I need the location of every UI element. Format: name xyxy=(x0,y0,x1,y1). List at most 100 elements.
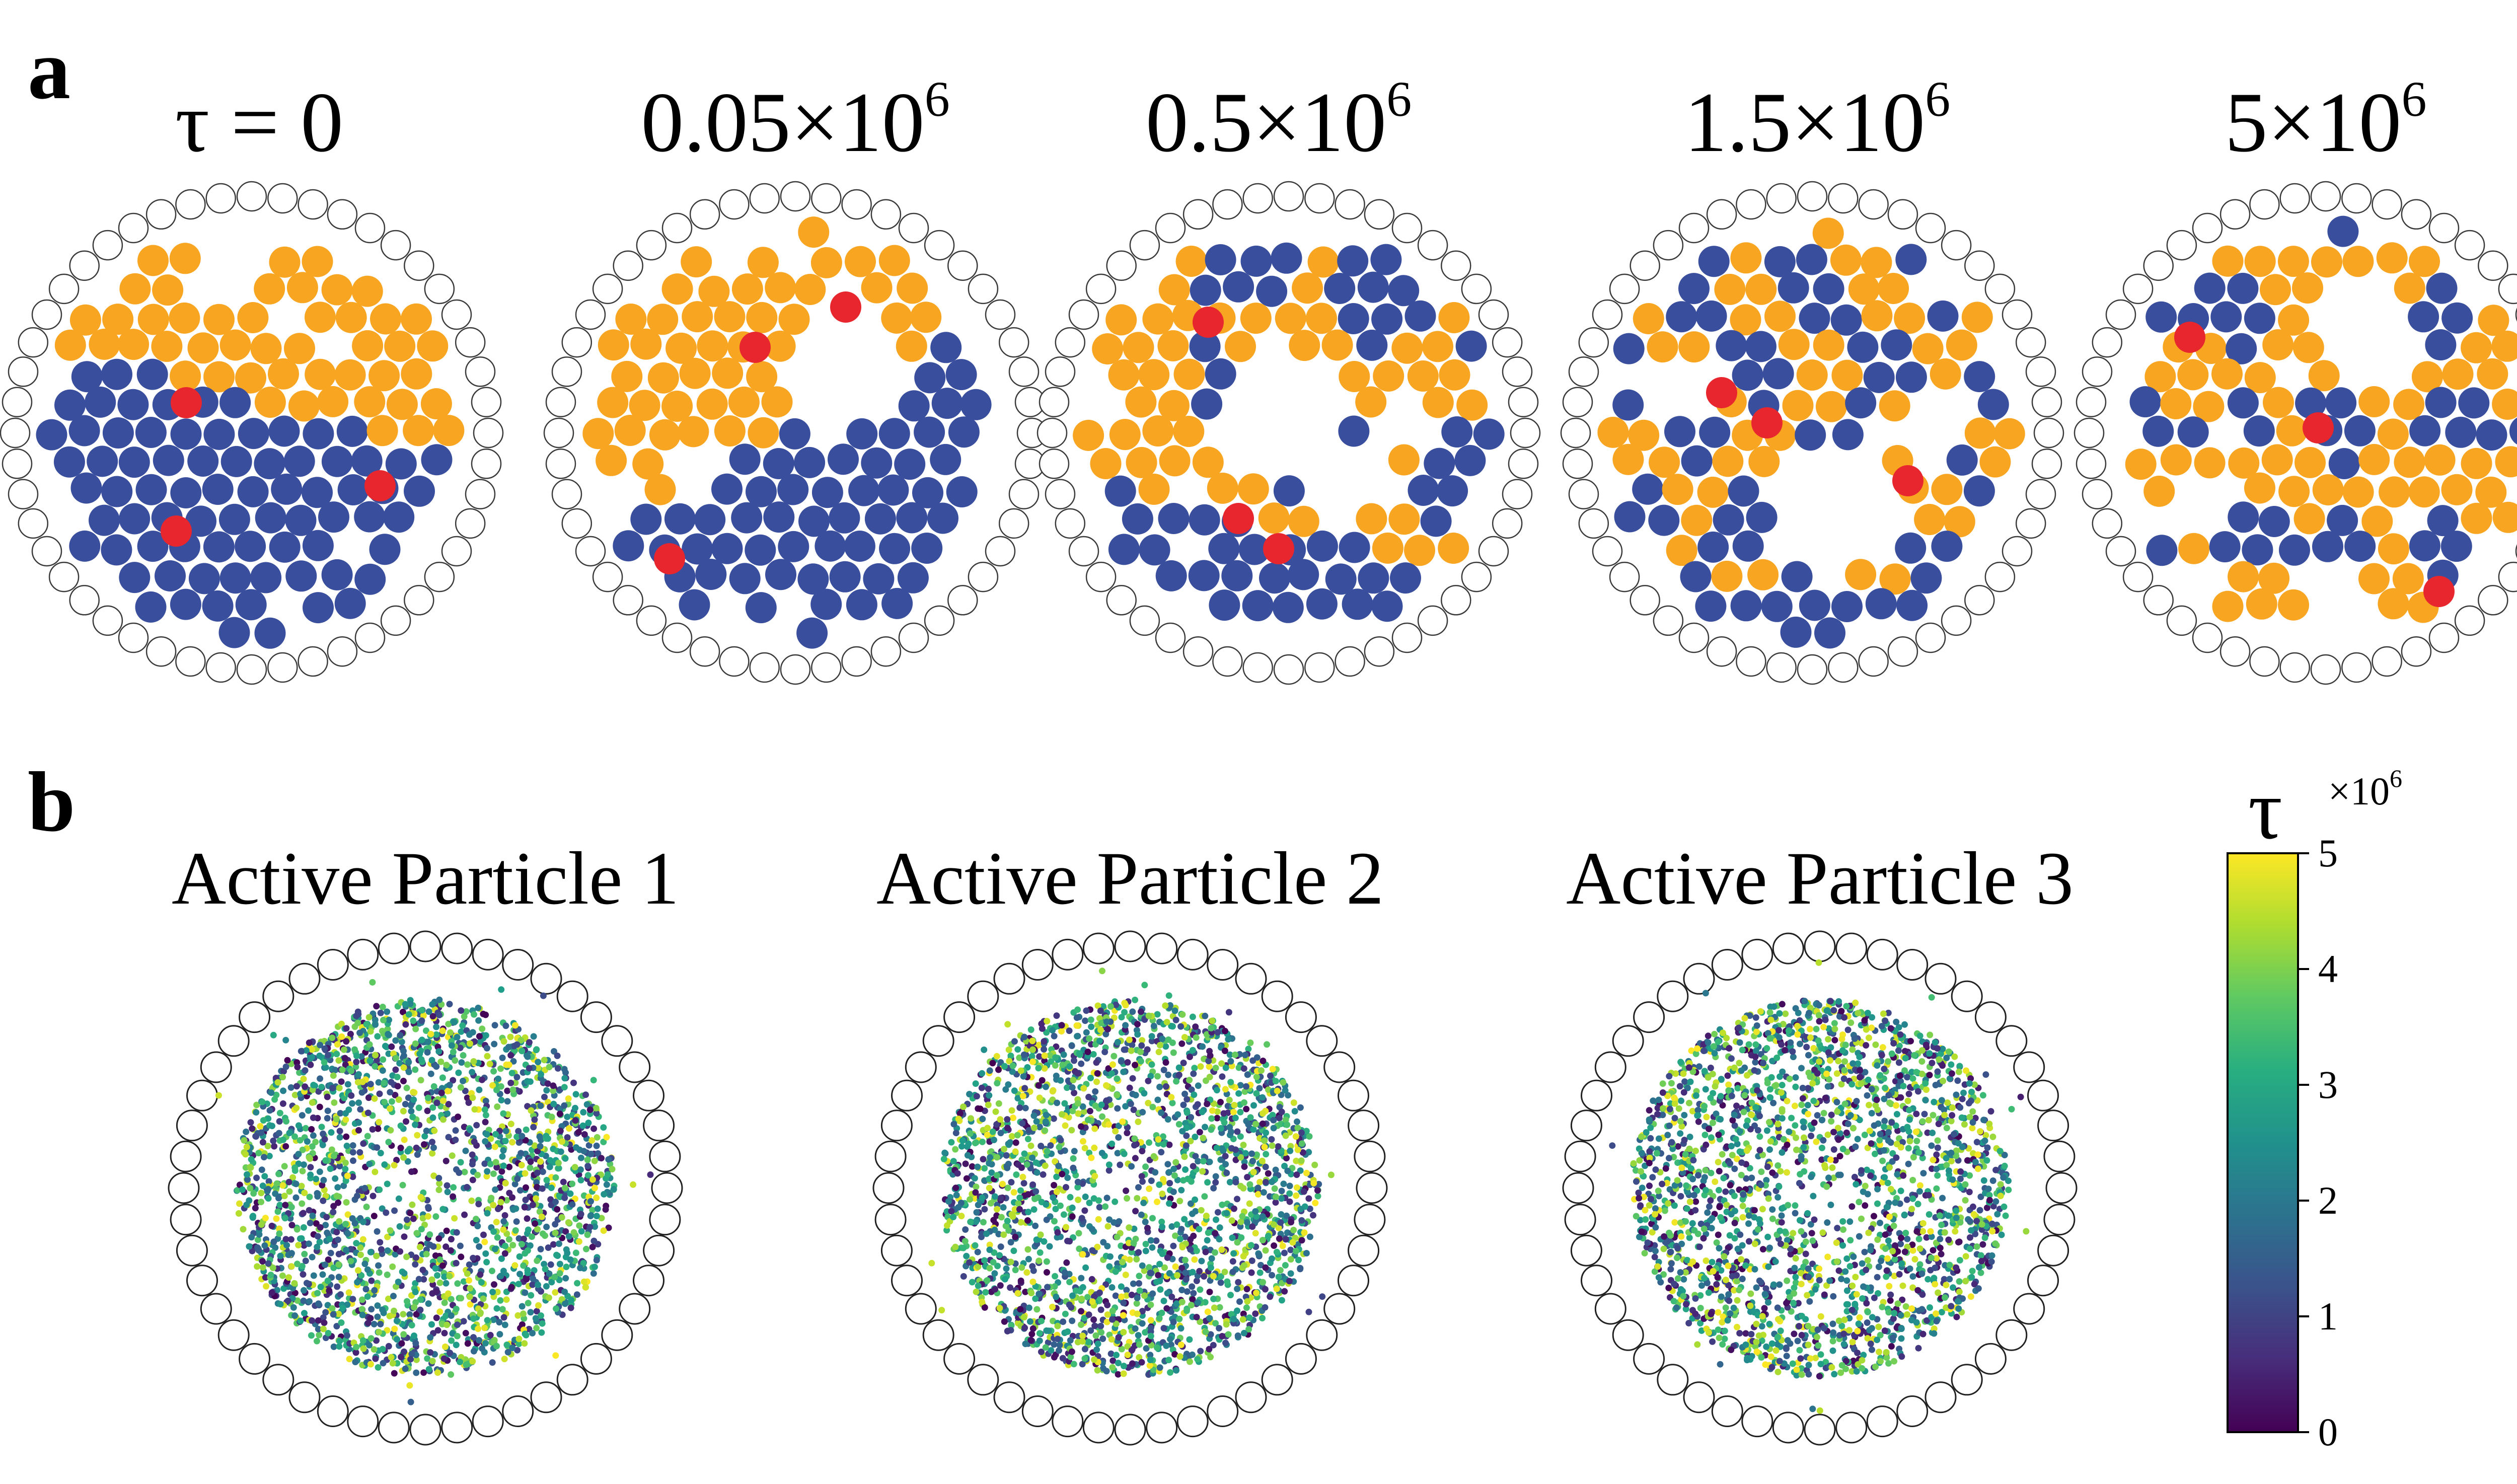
passive-particle-orange xyxy=(2424,444,2456,476)
trajectory-point xyxy=(1164,1254,1171,1261)
trajectory-point xyxy=(282,1236,289,1243)
passive-particle-orange xyxy=(169,302,200,334)
passive-particle-blue xyxy=(219,562,251,594)
passive-particle-orange xyxy=(284,333,315,364)
passive-particle-blue xyxy=(794,447,826,478)
passive-particle-blue xyxy=(1209,589,1240,621)
passive-particle-orange xyxy=(2144,361,2176,393)
trajectory-point xyxy=(1167,1369,1174,1376)
trajectory-point xyxy=(1053,1293,1060,1300)
trajectory-point xyxy=(393,1317,400,1324)
trajectory-point xyxy=(553,1305,560,1312)
passive-particle-blue xyxy=(1325,563,1357,595)
trajectory-point xyxy=(415,1276,422,1283)
trajectory-point xyxy=(1269,1066,1276,1073)
trajectory-point xyxy=(291,1091,299,1098)
trajectory-point xyxy=(366,1342,373,1349)
passive-particle-blue xyxy=(2129,386,2161,418)
trajectory-point xyxy=(354,1279,361,1286)
trajectory-point xyxy=(421,1141,427,1148)
trajectory-point xyxy=(1287,1246,1294,1253)
boundary-particle xyxy=(2015,508,2046,539)
trajectory-point xyxy=(460,1278,467,1285)
trajectory-point xyxy=(254,1244,261,1251)
trajectory-point xyxy=(1083,1029,1090,1036)
passive-particle-blue xyxy=(170,477,202,508)
boundary-particle xyxy=(1508,449,1539,479)
trajectory-point xyxy=(1050,1115,1057,1122)
trajectory-point xyxy=(464,1340,471,1347)
trajectory-point xyxy=(288,1204,295,1211)
trajectory-point xyxy=(375,1364,382,1371)
trajectory-point xyxy=(1139,1148,1146,1155)
trajectory-point xyxy=(1202,1124,1209,1131)
trajectory-point xyxy=(1160,1325,1167,1331)
trajectory-point xyxy=(436,1308,443,1315)
active-particle-red xyxy=(2174,322,2205,353)
trajectory-point xyxy=(457,1045,464,1052)
trajectory-point xyxy=(1126,1084,1133,1091)
trajectory-point xyxy=(1063,1259,1070,1266)
trajectory-point xyxy=(565,1233,572,1240)
trajectory-point xyxy=(1190,1290,1197,1297)
trajectory-point xyxy=(404,1148,411,1155)
trajectory-point xyxy=(397,1032,404,1039)
boundary-particle xyxy=(619,1051,651,1083)
trajectory-point xyxy=(998,1214,1005,1221)
passive-particle-blue xyxy=(2177,416,2209,448)
trajectory-point xyxy=(455,1069,462,1076)
trajectory-point xyxy=(1189,1013,1196,1020)
trajectory-point xyxy=(1273,1248,1280,1255)
trajectory-point xyxy=(566,1125,572,1132)
trajectory-point xyxy=(293,1083,300,1090)
trajectory-point xyxy=(461,1013,468,1020)
trajectory-point xyxy=(1250,1102,1257,1109)
passive-particle-orange xyxy=(2260,274,2291,306)
trajectory-point xyxy=(309,1212,316,1219)
passive-particle-orange xyxy=(665,332,697,364)
boundary-particle xyxy=(1706,199,1737,230)
trajectory-point xyxy=(479,1345,486,1352)
trajectory-point xyxy=(367,1248,374,1255)
passive-particle-blue xyxy=(796,617,828,649)
trajectory-point xyxy=(470,1254,477,1262)
trajectory-point xyxy=(371,1346,378,1353)
passive-particle-blue xyxy=(1288,559,1319,590)
passive-particle-blue xyxy=(101,358,132,390)
passive-particle-orange xyxy=(254,387,286,418)
trajectory-point xyxy=(550,1241,557,1248)
trajectory-point xyxy=(357,1244,364,1251)
trajectory-point xyxy=(493,1305,500,1312)
boundary-particle xyxy=(31,299,62,330)
passive-particle-blue xyxy=(2476,419,2507,451)
trajectory-point xyxy=(1038,1143,1045,1149)
passive-particle-blue xyxy=(219,387,251,418)
trajectory-point xyxy=(1280,1180,1287,1188)
trajectory-point xyxy=(491,1041,498,1048)
trajectory-point xyxy=(425,1366,432,1373)
boundary-particle xyxy=(1242,652,1273,683)
boundary-particle xyxy=(898,212,929,244)
trajectory-point xyxy=(379,1306,386,1313)
trajectory-point xyxy=(453,1342,460,1349)
trajectory-point xyxy=(399,1181,406,1189)
passive-particle-orange xyxy=(2411,361,2443,393)
boundary-particle xyxy=(874,1204,907,1236)
passive-particle-orange xyxy=(2244,362,2276,394)
trajectory-point xyxy=(436,1279,443,1286)
active-particle-red xyxy=(2423,576,2455,607)
passive-particle-blue xyxy=(829,561,861,592)
trajectory-point xyxy=(585,1120,592,1127)
trajectory-point xyxy=(1035,1290,1043,1297)
boundary-particle xyxy=(880,1234,913,1267)
trajectory-point xyxy=(524,1270,531,1277)
passive-particle-orange xyxy=(682,301,713,333)
passive-particle-blue xyxy=(1632,473,1664,505)
passive-particle-orange xyxy=(2491,330,2517,362)
trajectory-point xyxy=(321,1059,328,1066)
passive-particle-orange xyxy=(368,360,400,392)
passive-particle-orange xyxy=(1158,390,1190,421)
passive-particle-orange xyxy=(1307,246,1339,278)
boundary-particle xyxy=(145,199,177,230)
trajectory-point xyxy=(316,1331,323,1339)
